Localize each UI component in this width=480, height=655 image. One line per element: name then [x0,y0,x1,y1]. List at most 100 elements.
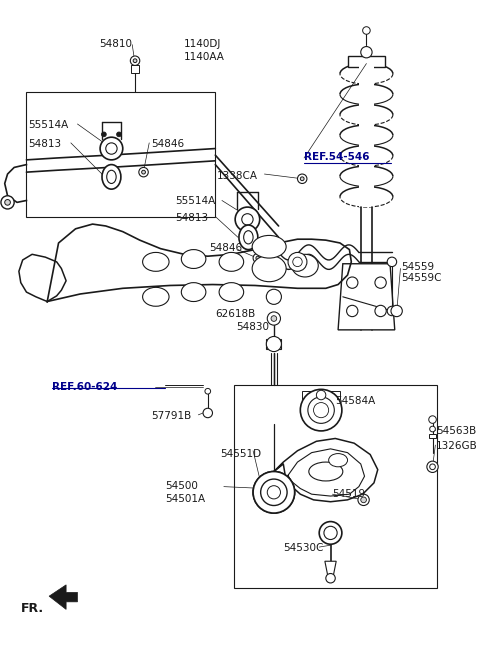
Ellipse shape [181,283,206,301]
Circle shape [131,56,140,66]
Circle shape [363,27,370,34]
Ellipse shape [143,252,169,271]
Circle shape [293,257,302,267]
Circle shape [253,253,263,263]
Circle shape [266,485,281,500]
Ellipse shape [329,453,348,467]
Circle shape [375,305,386,316]
Circle shape [427,461,438,472]
Circle shape [1,196,14,209]
Text: 54846: 54846 [151,139,184,149]
Text: REF.60-624: REF.60-624 [52,382,117,392]
Polygon shape [49,585,77,609]
Ellipse shape [219,252,244,271]
Text: 54559: 54559 [401,262,434,272]
Text: 54551D: 54551D [220,449,261,459]
Circle shape [298,174,307,183]
Ellipse shape [102,164,121,189]
Ellipse shape [107,170,116,183]
Circle shape [347,305,358,316]
Text: 54813: 54813 [28,139,61,149]
Circle shape [288,252,307,271]
Circle shape [139,168,148,177]
Circle shape [261,479,287,506]
Circle shape [361,497,366,502]
Circle shape [347,277,358,288]
Circle shape [326,574,335,583]
Text: 57791B: 57791B [151,411,192,421]
Circle shape [261,479,287,506]
Circle shape [267,312,280,325]
Circle shape [242,214,253,225]
Circle shape [102,132,106,137]
Text: REF.54-546: REF.54-546 [304,153,370,162]
Ellipse shape [239,225,258,250]
Ellipse shape [252,235,286,258]
Ellipse shape [143,288,169,307]
Text: 54846: 54846 [210,243,243,253]
Circle shape [267,486,280,499]
Circle shape [429,416,436,423]
Circle shape [5,200,11,205]
Circle shape [300,177,304,181]
Circle shape [235,207,260,232]
Circle shape [106,143,117,154]
Text: 54559C: 54559C [401,273,442,283]
Circle shape [300,389,342,431]
Circle shape [430,464,435,470]
Circle shape [203,408,213,418]
Ellipse shape [252,255,286,282]
Ellipse shape [181,250,206,269]
Ellipse shape [309,462,343,481]
Circle shape [253,472,295,513]
Bar [26,92,216,217]
Text: 62618B: 62618B [216,309,255,319]
Polygon shape [338,264,395,330]
Circle shape [100,137,123,160]
Circle shape [266,337,281,352]
Text: 54530C: 54530C [283,543,324,553]
Circle shape [387,307,396,316]
Text: 54830: 54830 [236,322,269,332]
Ellipse shape [292,254,318,277]
Circle shape [308,397,334,423]
Bar [348,56,385,67]
Text: 55514A: 55514A [175,196,215,206]
Circle shape [430,426,435,432]
Text: 54813: 54813 [175,213,208,223]
Circle shape [391,305,402,316]
Text: 54810: 54810 [99,39,132,49]
Text: 54519: 54519 [333,489,366,498]
Circle shape [117,132,121,137]
Text: 55514A: 55514A [28,121,69,130]
Bar [359,64,374,207]
Circle shape [142,170,145,174]
Text: 1140AA: 1140AA [184,52,225,62]
Text: FR.: FR. [21,602,44,615]
Bar [266,339,281,348]
Text: 1338CA: 1338CA [217,171,258,181]
Circle shape [375,277,386,288]
Circle shape [205,388,211,394]
Circle shape [271,316,276,322]
Ellipse shape [219,283,244,301]
Text: 54584A: 54584A [335,396,375,406]
Circle shape [253,472,295,513]
Text: 1140DJ: 1140DJ [184,39,222,49]
Circle shape [361,47,372,58]
Circle shape [324,527,337,540]
Circle shape [266,290,281,305]
Circle shape [319,521,342,544]
Text: 1326GB: 1326GB [436,441,478,451]
Circle shape [387,257,396,267]
Bar [429,434,436,438]
Circle shape [358,494,369,506]
Text: 54501A: 54501A [165,494,205,504]
Ellipse shape [244,231,253,244]
Text: 54500: 54500 [165,481,198,491]
Bar [131,66,139,73]
Bar [302,391,340,399]
Circle shape [313,403,329,418]
Polygon shape [325,561,336,575]
Circle shape [256,256,260,260]
